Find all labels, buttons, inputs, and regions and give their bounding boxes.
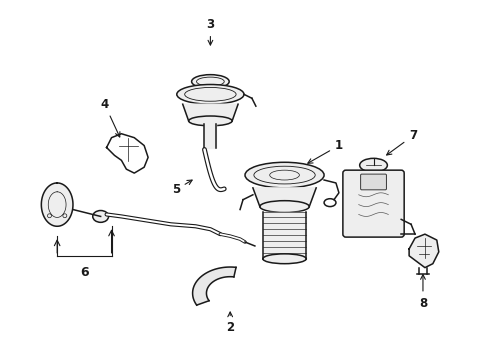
Text: 7: 7 — [387, 129, 417, 155]
Ellipse shape — [260, 201, 309, 212]
Text: 6: 6 — [80, 266, 89, 279]
Ellipse shape — [263, 254, 306, 264]
Text: 8: 8 — [419, 275, 427, 310]
Text: 4: 4 — [100, 98, 120, 137]
Ellipse shape — [192, 75, 229, 89]
Polygon shape — [253, 188, 316, 207]
Polygon shape — [409, 234, 439, 267]
Ellipse shape — [189, 116, 232, 126]
Polygon shape — [41, 183, 73, 226]
Ellipse shape — [93, 211, 109, 222]
Polygon shape — [193, 267, 236, 305]
Ellipse shape — [245, 162, 324, 188]
Polygon shape — [204, 124, 216, 148]
Ellipse shape — [360, 158, 388, 172]
Polygon shape — [183, 104, 238, 121]
Ellipse shape — [177, 85, 244, 104]
Polygon shape — [263, 212, 306, 259]
Text: 1: 1 — [308, 139, 343, 163]
Text: 5: 5 — [172, 180, 192, 196]
Text: 2: 2 — [226, 312, 234, 334]
Text: 3: 3 — [206, 18, 215, 45]
FancyBboxPatch shape — [361, 174, 387, 190]
FancyBboxPatch shape — [343, 170, 404, 237]
